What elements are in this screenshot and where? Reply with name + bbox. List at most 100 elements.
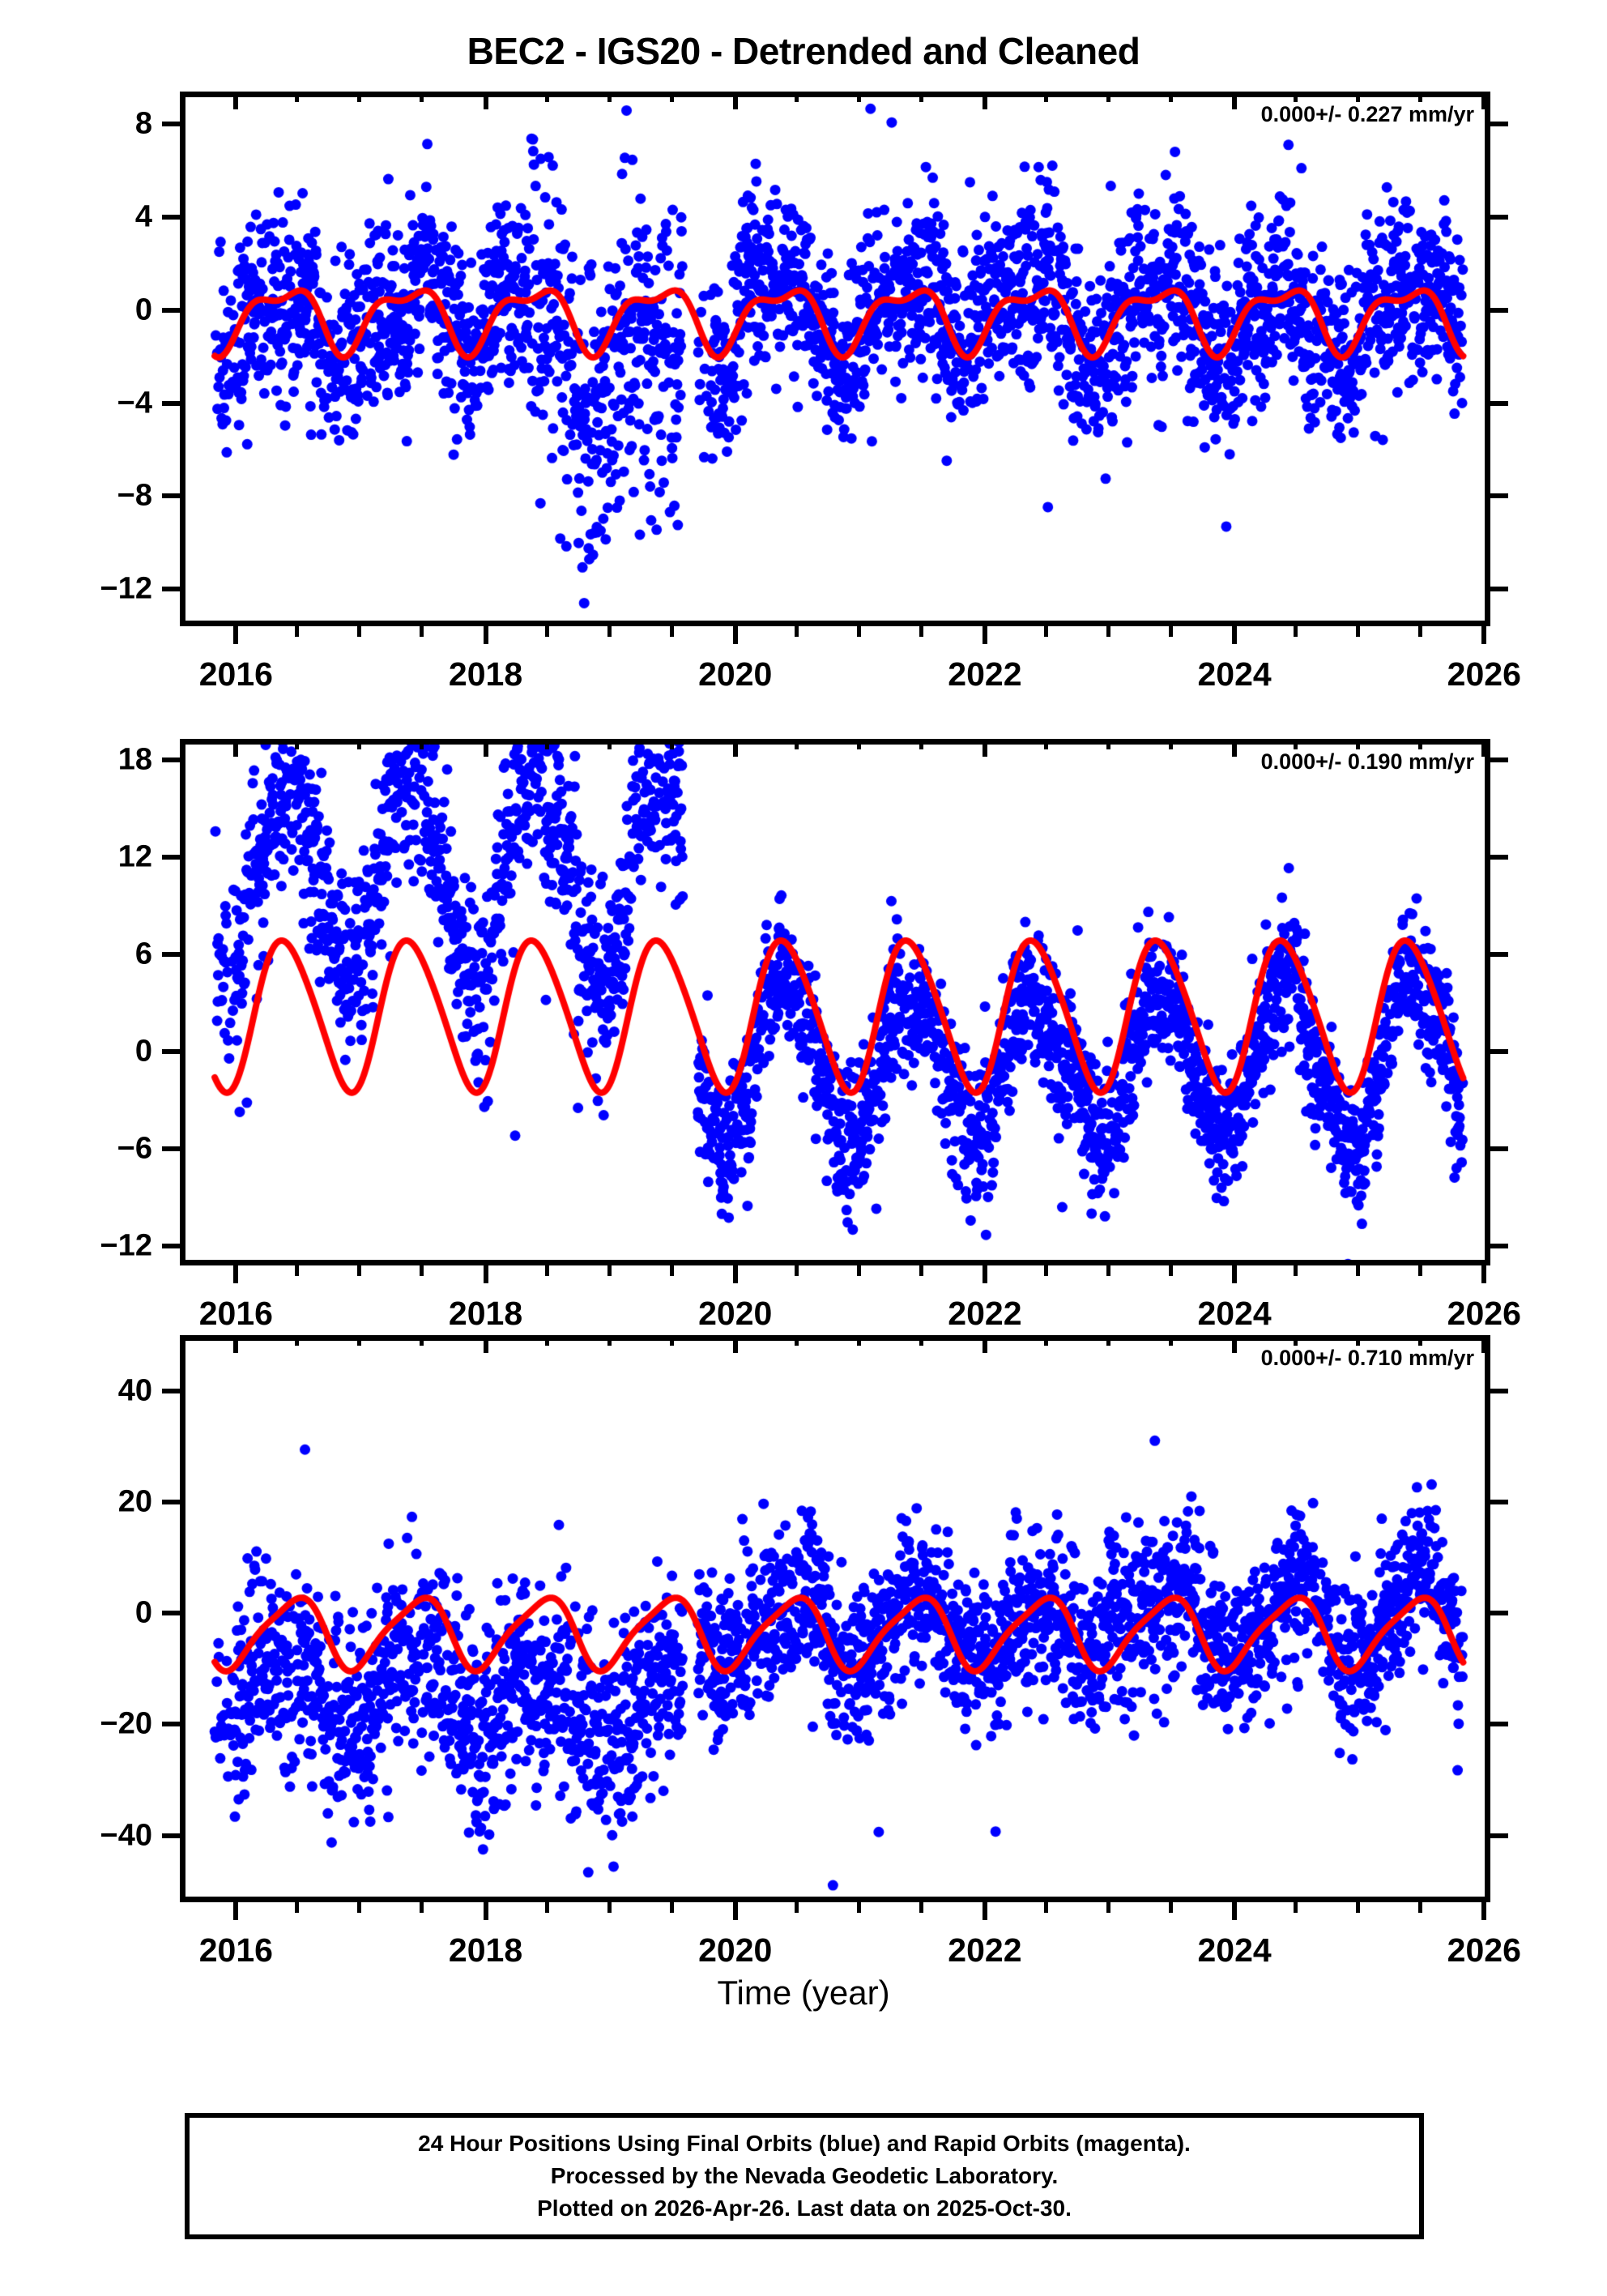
axis-tick bbox=[1481, 626, 1487, 644]
axis-tick bbox=[483, 92, 488, 109]
axis-tick bbox=[295, 739, 300, 749]
y-tick-label: 18 bbox=[117, 742, 152, 777]
axis-tick bbox=[1418, 739, 1423, 749]
axis-tick bbox=[1356, 739, 1361, 749]
axis-tick bbox=[162, 1611, 180, 1616]
axis-tick bbox=[162, 214, 180, 220]
axis-tick bbox=[669, 626, 674, 637]
y-tick-label: 8 bbox=[134, 106, 152, 141]
axis-tick bbox=[357, 626, 362, 637]
axis-tick bbox=[1294, 92, 1298, 102]
axis-tick bbox=[732, 92, 738, 109]
x-tick-label: 2016 bbox=[198, 1931, 273, 1969]
axis-tick bbox=[1294, 739, 1298, 749]
axis-tick bbox=[982, 739, 987, 757]
axis-tick bbox=[1106, 1902, 1110, 1913]
axis-tick bbox=[794, 626, 799, 637]
x-tick-label: 2022 bbox=[948, 1295, 1022, 1332]
axis-tick bbox=[919, 739, 923, 749]
x-axis-label: Time (year) bbox=[717, 1974, 890, 2012]
axis-tick bbox=[732, 1902, 738, 1920]
x-tick-label: 2016 bbox=[198, 655, 273, 693]
axis-tick bbox=[1294, 1335, 1298, 1346]
axis-tick bbox=[233, 1265, 239, 1283]
x-tick-label: 2024 bbox=[1197, 1295, 1272, 1332]
axis-tick bbox=[357, 1265, 362, 1276]
axis-tick bbox=[1490, 952, 1508, 957]
axis-tick bbox=[856, 626, 861, 637]
axis-tick bbox=[1490, 855, 1508, 860]
axis-tick bbox=[1356, 1265, 1361, 1276]
axis-tick bbox=[1490, 1611, 1508, 1616]
x-tick-label: 2018 bbox=[448, 1295, 523, 1332]
axis-tick bbox=[669, 1902, 674, 1913]
axis-tick bbox=[1418, 1335, 1423, 1346]
x-tick-label: 2024 bbox=[1197, 655, 1272, 693]
panel-north bbox=[180, 739, 1490, 1265]
y-tick-label: 0 bbox=[134, 1595, 152, 1630]
axis-tick bbox=[162, 1499, 180, 1504]
axis-tick bbox=[295, 626, 300, 637]
plot-area-up bbox=[180, 1335, 1490, 1902]
y-tick-label: 0 bbox=[134, 1034, 152, 1069]
axis-tick bbox=[607, 1335, 612, 1346]
x-tick-label: 2026 bbox=[1447, 1295, 1521, 1332]
axis-tick bbox=[982, 626, 987, 644]
rate-annotation-up: 0.000+/- 0.710 mm/yr bbox=[1260, 1346, 1474, 1370]
axis-tick bbox=[483, 1335, 488, 1353]
caption-line-1: 24 Hour Positions Using Final Orbits (bl… bbox=[418, 2131, 1191, 2157]
axis-tick bbox=[1490, 122, 1508, 127]
axis-tick bbox=[162, 1049, 180, 1054]
axis-tick bbox=[544, 1265, 549, 1276]
axis-tick bbox=[162, 400, 180, 406]
y-tick-label: 4 bbox=[134, 199, 152, 234]
axis-tick bbox=[1490, 214, 1508, 220]
axis-tick bbox=[794, 1265, 799, 1276]
axis-tick bbox=[483, 626, 488, 644]
rate-annotation-north: 0.000+/- 0.190 mm/yr bbox=[1260, 749, 1474, 774]
axis-tick bbox=[1490, 1146, 1508, 1151]
axis-tick bbox=[1418, 1265, 1423, 1276]
axis-tick bbox=[420, 1902, 424, 1913]
axis-tick bbox=[1356, 1335, 1361, 1346]
y-tick-label: 6 bbox=[134, 937, 152, 971]
axis-tick bbox=[1490, 400, 1508, 406]
axis-tick bbox=[1418, 92, 1423, 102]
axis-tick bbox=[1490, 1499, 1508, 1504]
axis-tick bbox=[919, 626, 923, 637]
y-tick-label: −12 bbox=[100, 1228, 152, 1263]
axis-tick bbox=[162, 1722, 180, 1727]
axis-tick bbox=[1106, 1265, 1110, 1276]
axis-tick bbox=[982, 1902, 987, 1920]
axis-tick bbox=[1481, 1335, 1487, 1353]
axis-tick bbox=[295, 1902, 300, 1913]
axis-tick bbox=[1043, 1265, 1048, 1276]
axis-tick bbox=[1356, 92, 1361, 102]
axis-tick bbox=[1418, 626, 1423, 637]
axis-tick bbox=[732, 739, 738, 757]
axis-tick bbox=[1232, 1335, 1238, 1353]
axis-tick bbox=[1418, 1902, 1423, 1913]
axis-tick bbox=[1481, 739, 1487, 757]
axis-tick bbox=[794, 92, 799, 102]
axis-tick bbox=[544, 1335, 549, 1346]
axis-tick bbox=[233, 92, 239, 109]
axis-tick bbox=[544, 626, 549, 637]
y-tick-label: −4 bbox=[117, 386, 152, 420]
axis-tick bbox=[732, 1265, 738, 1283]
axis-tick bbox=[357, 1335, 362, 1346]
x-tick-label: 2022 bbox=[948, 655, 1022, 693]
axis-tick bbox=[233, 1902, 239, 1920]
axis-tick bbox=[607, 739, 612, 749]
axis-tick bbox=[162, 493, 180, 499]
axis-tick bbox=[1106, 92, 1110, 102]
axis-tick bbox=[1106, 626, 1110, 637]
axis-tick bbox=[732, 626, 738, 644]
axis-tick bbox=[420, 739, 424, 749]
page-title: BEC2 - IGS20 - Detrended and Cleaned bbox=[467, 30, 1140, 72]
axis-tick bbox=[669, 92, 674, 102]
axis-tick bbox=[1106, 1335, 1110, 1346]
axis-tick bbox=[420, 626, 424, 637]
axis-tick bbox=[919, 1902, 923, 1913]
